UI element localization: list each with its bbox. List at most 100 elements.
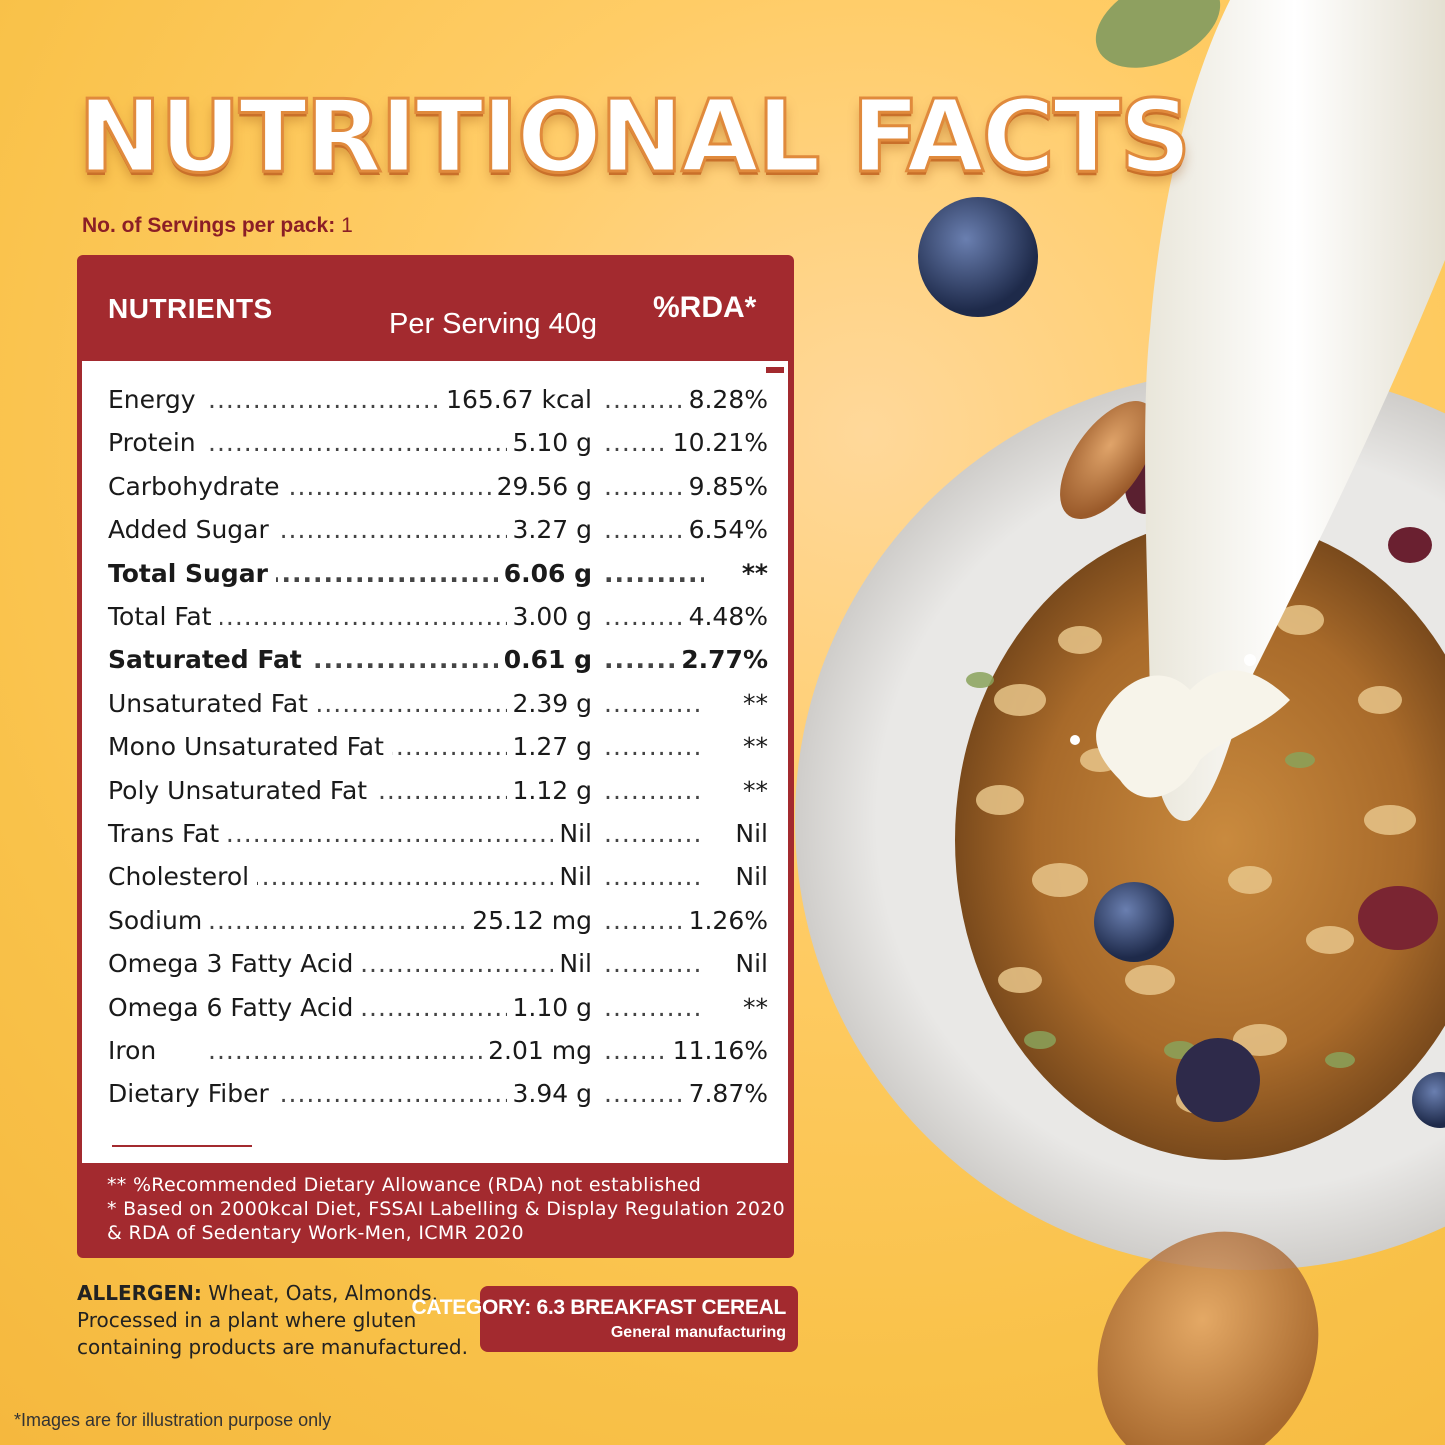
- blueberry-icon: [918, 197, 1038, 317]
- table-row: Total Fat...............................…: [108, 598, 768, 638]
- nutrient-value: 0.61 g: [497, 645, 592, 675]
- table-row: Protein.................................…: [108, 424, 768, 464]
- dot-leader: ........................................…: [208, 862, 568, 892]
- nutrient-name: Total Sugar: [108, 558, 276, 588]
- granola: [955, 520, 1445, 1160]
- nutrient-name: Dietary Fiber: [108, 1079, 277, 1109]
- nutrition-table: Energy..................................…: [82, 361, 788, 1163]
- allergen-info: ALLERGEN: Wheat, Oats, Almonds, Processe…: [77, 1280, 477, 1361]
- table-header: NUTRIENTS Per Serving 40g %RDA*: [77, 255, 794, 361]
- table-row: Energy..................................…: [108, 381, 768, 421]
- decorative-tick: [766, 367, 784, 373]
- nutrient-name: Cholesterol: [108, 862, 258, 892]
- dot-leader: ........................................…: [604, 775, 704, 805]
- table-row: Dietary Fiber...........................…: [108, 1075, 768, 1115]
- nutrient-name: Unsaturated Fat: [108, 688, 316, 718]
- disclaimer: *Images are for illustration purpose onl…: [14, 1410, 332, 1430]
- footnote: ** %Recommended Dietary Allowance (RDA) …: [107, 1174, 702, 1196]
- nutrient-value: Nil: [553, 862, 592, 892]
- nutrient-rda: 6.54%: [682, 515, 768, 545]
- nutrient-rda: Nil: [729, 819, 768, 848]
- servings-value: 1: [341, 214, 353, 237]
- nutrient-name: Iron: [108, 1036, 165, 1065]
- dot-leader: ........................................…: [604, 862, 704, 892]
- nutrient-name: Poly Unsaturated Fat: [108, 775, 376, 805]
- nutrient-value: 2.39 g: [506, 688, 592, 718]
- nutrient-value: 6.06 g: [497, 558, 592, 588]
- header-per-serving: Per Serving 40g: [389, 308, 597, 340]
- nutrient-value: Nil: [553, 819, 592, 848]
- nutrient-name: Energy: [108, 385, 204, 414]
- nutrient-value: 1.27 g: [506, 732, 592, 762]
- nutrient-rda: 9.85%: [682, 471, 768, 501]
- table-row: Sodium..................................…: [108, 902, 768, 942]
- nutrient-value: 3.94 g: [506, 1079, 592, 1109]
- nutrient-name: Total Fat: [108, 602, 220, 631]
- nutrient-value: 165.67 kcal: [440, 385, 592, 414]
- footnote: & RDA of Sedentary Work-Men, ICMR 2020: [107, 1222, 524, 1244]
- table-row: Total Sugar.............................…: [108, 555, 768, 595]
- milk-stream: [1145, 0, 1445, 821]
- nutrient-name: Omega 3 Fatty Acid: [108, 949, 362, 979]
- table-row: Added Sugar.............................…: [108, 511, 768, 551]
- nutrient-rda: 8.28%: [682, 385, 768, 414]
- allergen-text: Wheat, Oats, Almonds, Processed in a pla…: [77, 1281, 468, 1359]
- dot-leader: ........................................…: [604, 732, 704, 762]
- category-title: CATEGORY: 6.3 BREAKFAST CEREAL: [411, 1296, 787, 1319]
- table-row: Omega 3 Fatty Acid......................…: [108, 945, 768, 985]
- decorative-rule: [112, 1145, 252, 1147]
- table-row: Mono Unsaturated Fat....................…: [108, 728, 768, 768]
- nutrient-value: 25.12 mg: [466, 905, 592, 935]
- table-row: Saturated Fat...........................…: [108, 641, 768, 681]
- table-row: Iron....................................…: [108, 1032, 768, 1072]
- nutrient-name: Added Sugar: [108, 515, 277, 545]
- nutrient-value: 2.01 mg: [482, 1036, 592, 1065]
- nutrient-name: Protein: [108, 428, 204, 458]
- nutrient-value: 1.10 g: [506, 992, 592, 1022]
- dot-leader: ........................................…: [604, 688, 704, 718]
- nutrient-rda: 10.21%: [666, 428, 768, 458]
- pumpkin-seed-icon: [1095, 0, 1221, 68]
- nutrient-rda: 4.48%: [682, 602, 768, 631]
- servings-label: No. of Servings per pack:: [82, 214, 336, 237]
- dot-leader: ........................................…: [604, 819, 704, 848]
- nutrient-value: 29.56 g: [490, 471, 592, 501]
- nutrient-rda: 2.77%: [675, 645, 768, 675]
- page-title: NUTRITIONAL FACTS: [76, 77, 1192, 197]
- nutrient-name: Omega 6 Fatty Acid: [108, 992, 362, 1022]
- table-row: Trans Fat...............................…: [108, 815, 768, 855]
- nutrient-name: Trans Fat: [108, 819, 228, 848]
- nutrient-rda: **: [737, 992, 768, 1022]
- nutrient-rda: **: [735, 558, 768, 588]
- header-nutrients: NUTRIENTS: [108, 293, 273, 324]
- nutrient-name: Carbohydrate: [108, 471, 288, 501]
- dot-leader: ........................................…: [604, 949, 704, 979]
- dot-leader: ........................................…: [604, 992, 704, 1022]
- table-row: Carbohydrate............................…: [108, 468, 768, 508]
- allergen-label: ALLERGEN:: [77, 1281, 202, 1305]
- table-row: Omega 6 Fatty Acid......................…: [108, 989, 768, 1029]
- dot-leader: ........................................…: [604, 558, 704, 588]
- nutrient-value: 5.10 g: [506, 428, 592, 458]
- almond-icon: [1097, 1231, 1319, 1445]
- table-row: Unsaturated Fat.........................…: [108, 685, 768, 725]
- nutrient-rda: **: [737, 775, 768, 805]
- nutrient-rda: Nil: [729, 862, 768, 892]
- nutrient-rda: Nil: [729, 949, 768, 979]
- nutrient-name: Saturated Fat: [108, 645, 310, 675]
- nutrient-rda: 1.26%: [682, 905, 768, 935]
- header-rda: %RDA*: [653, 291, 757, 324]
- nutrient-rda: **: [737, 732, 768, 762]
- servings-info: No. of Servings per pack: 1: [82, 214, 353, 238]
- category-subtitle: General manufacturing: [610, 1324, 786, 1341]
- nutrition-panel: NUTRIENTS Per Serving 40g %RDA* Energy..…: [77, 255, 794, 1258]
- nutrient-value: 3.00 g: [506, 602, 592, 631]
- nutrient-rda: 7.87%: [682, 1079, 768, 1109]
- footnotes: ** %Recommended Dietary Allowance (RDA) …: [107, 1173, 785, 1245]
- dot-leader: ........................................…: [208, 819, 568, 848]
- category-badge: CATEGORY: 6.3 BREAKFAST CEREAL General m…: [412, 1286, 798, 1352]
- nutrient-value: 1.12 g: [506, 775, 592, 805]
- nutrient-value: 3.27 g: [506, 515, 592, 545]
- nutrient-name: Mono Unsaturated Fat: [108, 732, 392, 762]
